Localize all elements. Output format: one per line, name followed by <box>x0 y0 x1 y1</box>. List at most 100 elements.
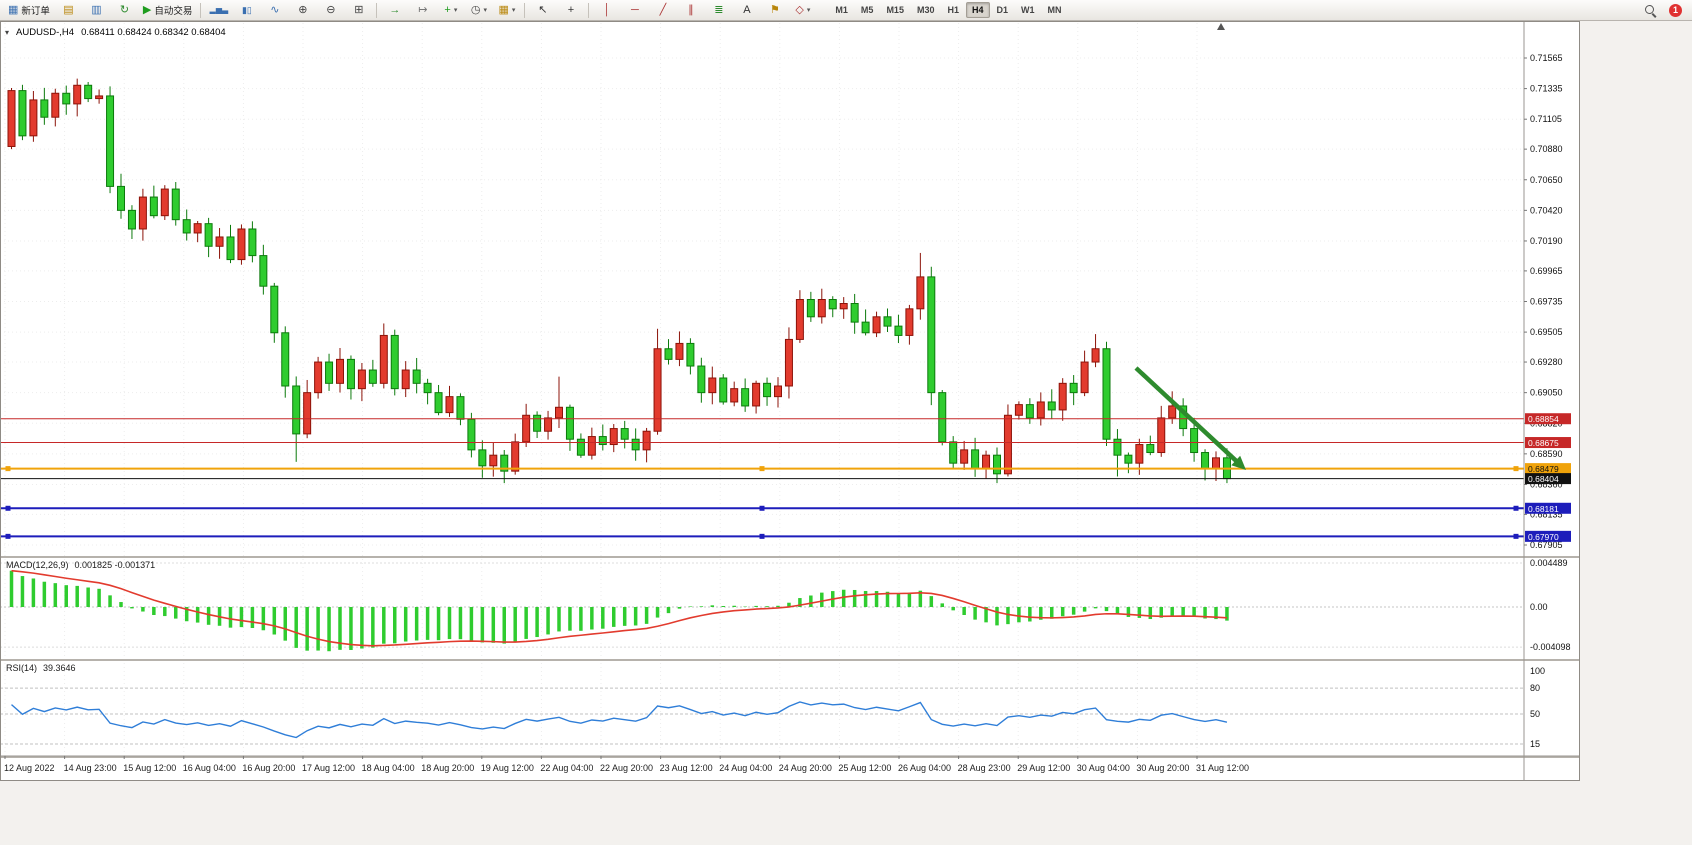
macd-axis-label: 0.00 <box>1530 602 1548 612</box>
support-line-blue-2-handle[interactable] <box>1513 533 1519 539</box>
candle <box>828 299 837 310</box>
auto-scroll-icon: → <box>389 3 401 16</box>
chart-shift-button[interactable]: ↦ <box>409 1 436 20</box>
candle <box>390 334 399 390</box>
timeframe-W1[interactable]: W1 <box>1021 5 1035 15</box>
support-line-blue-1-handle[interactable] <box>5 505 11 511</box>
refresh-button[interactable]: ↻ <box>111 1 138 20</box>
candle <box>752 382 761 407</box>
search-button[interactable] <box>1637 1 1664 20</box>
support-line-orange-handle[interactable] <box>5 466 11 472</box>
auto-scroll-button[interactable]: → <box>381 1 408 20</box>
line-chart-button[interactable]: ∿ <box>261 1 288 20</box>
new-order-button[interactable]: ▦ 新订单 <box>4 1 54 20</box>
support-line-orange-handle[interactable] <box>1513 466 1519 472</box>
candle <box>905 308 914 336</box>
periods-button[interactable]: ◷ ▾ <box>465 1 492 20</box>
candle <box>204 223 213 247</box>
candle-chart-button[interactable]: ▮▯ <box>233 1 260 20</box>
text-button[interactable]: A <box>733 1 760 20</box>
candle <box>292 385 301 435</box>
chart-symbol-period: AUDUSD-,H4 <box>16 27 75 38</box>
collapse-arrow-icon[interactable]: ▾ <box>5 28 10 37</box>
templates-button[interactable]: ▦ ▾ <box>493 1 520 20</box>
tile-windows-icon: ⊞ <box>354 3 364 16</box>
macd-axis-label: -0.004098 <box>1530 642 1571 652</box>
candle <box>1146 444 1155 454</box>
indicators-button[interactable]: + ▾ <box>437 1 464 20</box>
candle <box>270 285 279 334</box>
candle <box>1212 457 1220 469</box>
candle <box>533 414 542 432</box>
bar-chart-button[interactable]: ▂▅▃ <box>205 1 232 20</box>
profiles-button[interactable]: ▥ <box>83 1 110 20</box>
candle <box>346 358 355 390</box>
cursor-button[interactable]: ↖ <box>529 1 556 20</box>
support-line-blue-2-handle[interactable] <box>5 533 11 539</box>
horizontal-line-button[interactable]: ─ <box>621 1 648 20</box>
support-line-orange-handle[interactable] <box>759 466 765 472</box>
zoom-in-button[interactable]: ⊕ <box>289 1 316 20</box>
candle <box>401 369 410 390</box>
notification-badge[interactable]: 1 <box>1669 3 1682 17</box>
support-line-blue-2-handle[interactable] <box>759 533 765 539</box>
trendline-button[interactable]: ╱ <box>649 1 676 20</box>
chart-background <box>0 21 1580 781</box>
timeframe-M15[interactable]: M15 <box>886 5 904 15</box>
rsi-axis-label: 15 <box>1530 739 1540 749</box>
candle <box>160 188 169 217</box>
time-axis-label: 12 Aug 2022 <box>4 763 55 773</box>
timeframe-D1[interactable]: D1 <box>996 5 1009 15</box>
candle <box>1025 404 1034 419</box>
candle <box>412 369 421 384</box>
dropdown-caret-icon: ▾ <box>483 7 487 14</box>
support-line-blue-1-handle[interactable] <box>759 505 765 511</box>
timeframe-H4[interactable]: H4 <box>965 2 990 18</box>
support-line-orange-badge <box>1525 463 1571 475</box>
candle <box>609 428 618 446</box>
candle-chart-icon: ▮▯ <box>241 4 252 15</box>
timeframe-group: M1 M5 M15 M30 H1 H4 D1 W1 MN <box>829 2 1067 18</box>
candle <box>1003 414 1012 475</box>
rsi-axis-label: 100 <box>1530 666 1545 676</box>
trend-arrow[interactable] <box>1134 366 1241 465</box>
price-axis-label: 0.70650 <box>1530 175 1563 185</box>
text-icon: A <box>743 3 751 16</box>
timeframe-M1[interactable]: M1 <box>835 5 848 15</box>
support-line-blue-1-handle[interactable] <box>1513 505 1519 511</box>
autotrading-button[interactable]: ▶ 自动交易 <box>139 1 196 20</box>
channel-button[interactable]: ∥ <box>677 1 704 20</box>
shapes-button[interactable]: ◇ ▾ <box>789 1 816 20</box>
zoom-out-icon: ⊖ <box>326 3 336 16</box>
fibonacci-button[interactable]: ≣ <box>705 1 732 20</box>
candle <box>467 418 476 451</box>
charts-button[interactable]: ▤ <box>55 1 82 20</box>
panel-separator[interactable] <box>0 556 1580 558</box>
candle <box>795 299 804 340</box>
candle <box>445 396 454 414</box>
timeframe-MN[interactable]: MN <box>1047 5 1062 15</box>
chart-canvas[interactable]: 0.71565 0.71335 0.71105 0.70880 0.70650 0.704… <box>0 21 1580 781</box>
crosshair-button[interactable]: + <box>557 1 584 20</box>
panel-separator[interactable] <box>0 756 1580 758</box>
price-axis-label: 0.69735 <box>1530 297 1563 307</box>
timeframe-H1[interactable]: H1 <box>947 5 959 15</box>
candle <box>1014 404 1023 416</box>
candle <box>1058 382 1067 411</box>
candle <box>817 299 826 318</box>
tile-windows-button[interactable]: ⊞ <box>345 1 372 20</box>
price-axis-label: 0.69050 <box>1530 388 1563 398</box>
label-button[interactable]: ⚑ <box>761 1 788 20</box>
price-axis-label: 0.70420 <box>1530 205 1563 215</box>
panel-separator[interactable] <box>0 659 1580 661</box>
trend-arrow-head[interactable] <box>1231 455 1246 470</box>
vertical-line-button[interactable]: │ <box>593 1 620 20</box>
candle <box>127 209 136 230</box>
time-axis-label: 24 Aug 04:00 <box>719 763 772 773</box>
chart-shift-marker[interactable] <box>1217 23 1225 30</box>
timeframe-M5[interactable]: M5 <box>860 5 874 15</box>
candle <box>894 325 903 336</box>
zoom-out-button[interactable]: ⊖ <box>317 1 344 20</box>
candle <box>379 334 388 384</box>
timeframe-M30[interactable]: M30 <box>916 5 935 15</box>
